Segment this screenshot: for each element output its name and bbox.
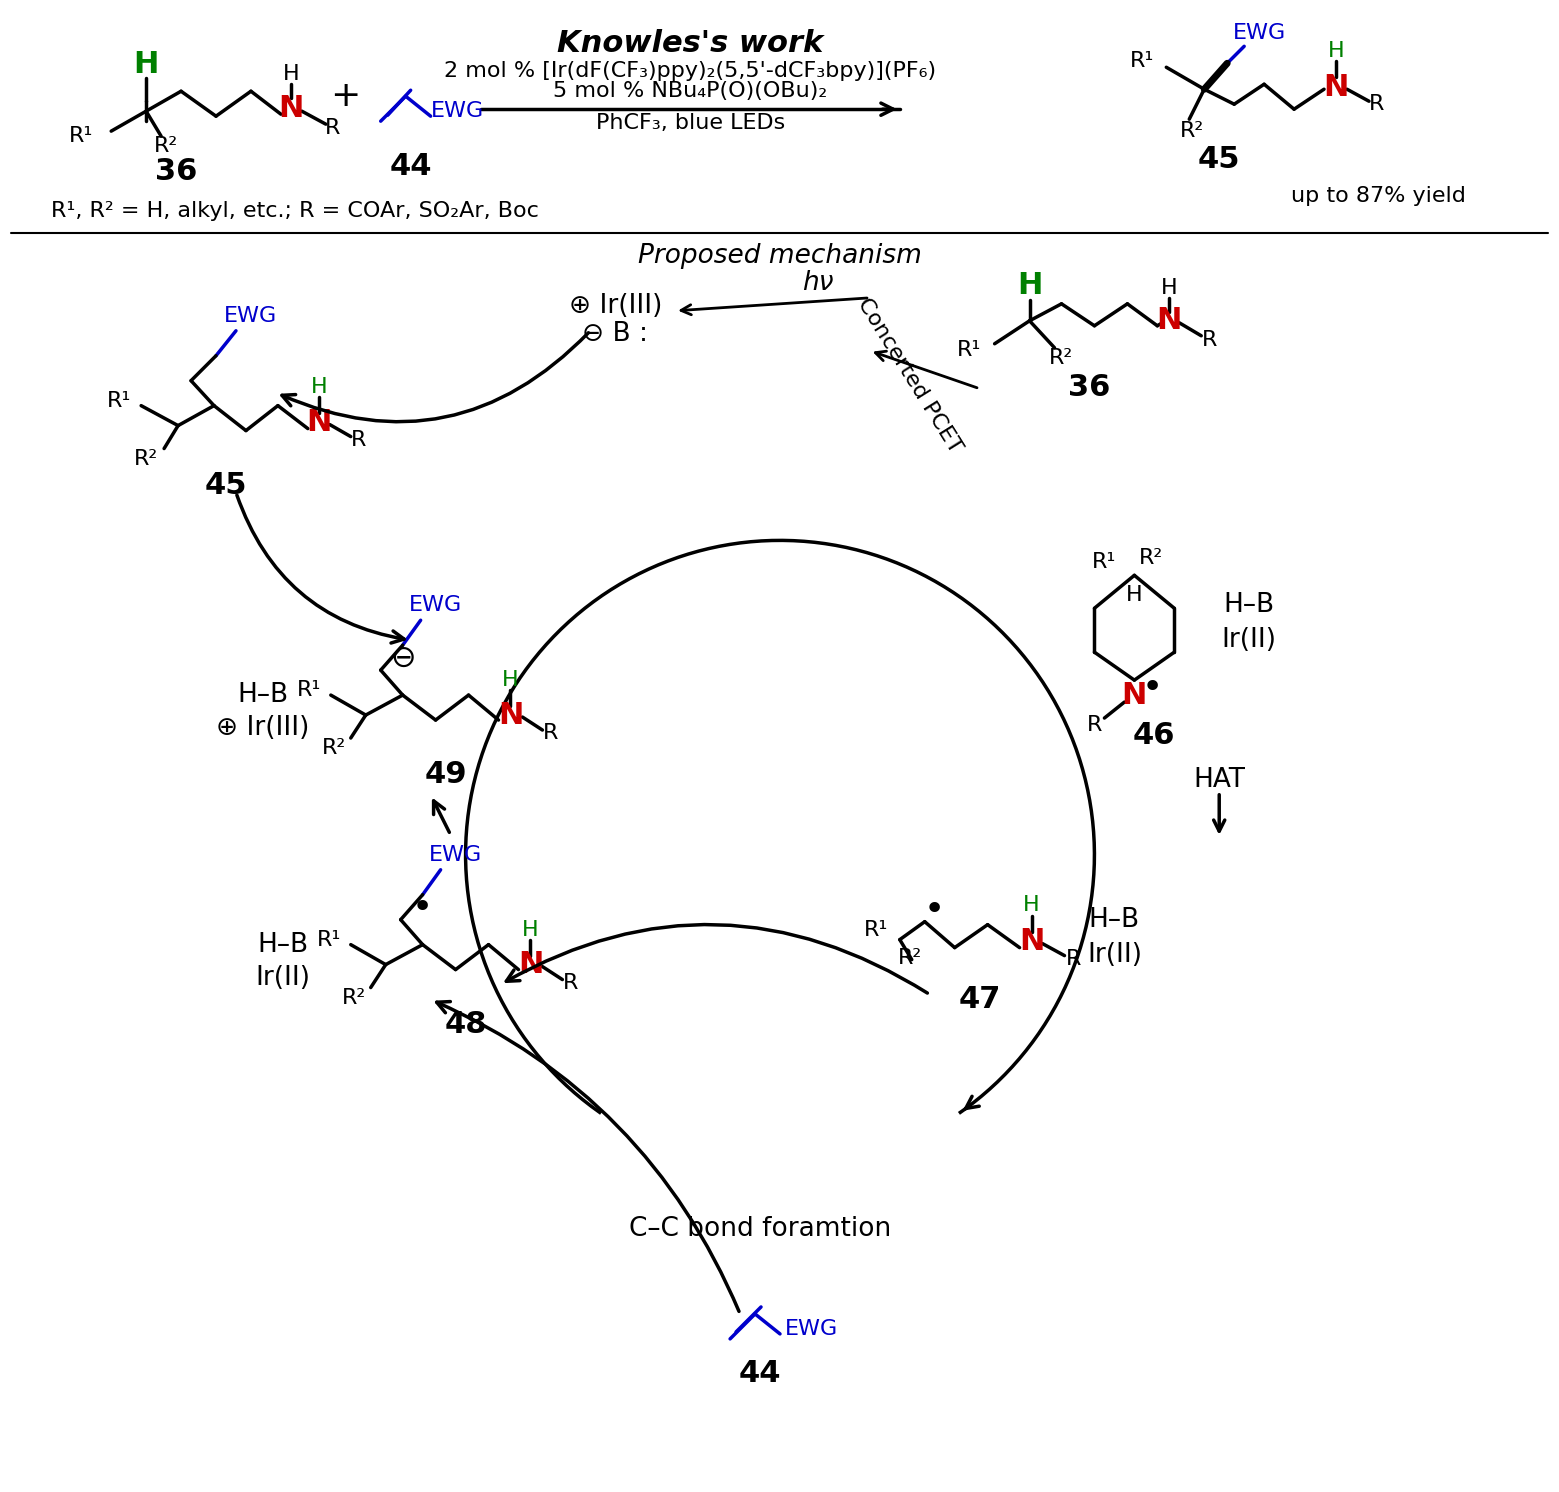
Text: N: N (518, 950, 543, 979)
Text: C–C bond foramtion: C–C bond foramtion (628, 1216, 892, 1243)
Text: N: N (306, 409, 332, 437)
Text: R²: R² (321, 739, 346, 758)
Text: ⊕ Ir(III): ⊕ Ir(III) (569, 292, 663, 319)
Text: R²: R² (898, 947, 921, 968)
Text: H–B: H–B (1224, 592, 1275, 618)
Text: 47: 47 (959, 985, 1001, 1015)
Text: •: • (412, 891, 433, 925)
Text: ⊖ B :: ⊖ B : (583, 321, 649, 346)
Text: Proposed mechanism: Proposed mechanism (638, 243, 921, 269)
Text: EWG: EWG (1233, 24, 1286, 43)
Text: EWG: EWG (408, 595, 461, 615)
Text: R²: R² (1140, 549, 1163, 568)
Text: •: • (1141, 671, 1163, 706)
Text: PhCF₃, blue LEDs: PhCF₃, blue LEDs (596, 113, 784, 133)
Text: R: R (326, 118, 340, 139)
Text: R¹: R¹ (316, 930, 341, 949)
Text: R: R (351, 430, 366, 449)
Text: R¹, R² = H, alkyl, etc.; R = COAr, SO₂Ar, Boc: R¹, R² = H, alkyl, etc.; R = COAr, SO₂Ar… (51, 201, 539, 221)
Text: H: H (502, 670, 519, 691)
Text: R¹: R¹ (1130, 51, 1154, 72)
Text: H: H (1023, 895, 1040, 915)
Text: 2 mol % [Ir(dF(CF₃)ppy)₂(5,5'-dCF₃bpy)](PF₆): 2 mol % [Ir(dF(CF₃)ppy)₂(5,5'-dCF₃bpy)](… (444, 61, 937, 81)
Text: EWG: EWG (786, 1319, 839, 1338)
Text: 36: 36 (1068, 373, 1110, 403)
Text: R²: R² (1049, 348, 1074, 367)
Text: 45: 45 (204, 471, 248, 500)
Text: R¹: R¹ (864, 919, 887, 940)
Text: R: R (1087, 715, 1102, 736)
Text: Ir(II): Ir(II) (1087, 941, 1141, 968)
Text: EWG: EWG (429, 844, 482, 865)
Text: H: H (310, 376, 327, 397)
Text: N: N (278, 94, 304, 122)
Text: N: N (1121, 680, 1147, 710)
Text: R²: R² (154, 136, 178, 157)
Text: Ir(II): Ir(II) (256, 964, 310, 991)
Text: R: R (543, 724, 558, 743)
Text: N: N (1324, 73, 1349, 101)
Text: hν: hν (803, 270, 834, 295)
Text: R: R (563, 973, 578, 992)
Text: H: H (1126, 585, 1143, 606)
Text: 49: 49 (424, 761, 466, 789)
Text: R¹: R¹ (957, 340, 982, 360)
Text: H: H (134, 49, 159, 79)
Text: H–B: H–B (237, 682, 288, 709)
Text: R: R (1369, 94, 1384, 115)
Text: R¹: R¹ (296, 680, 321, 700)
Text: H: H (1328, 42, 1344, 61)
Text: R²: R² (1180, 121, 1205, 142)
Text: up to 87% yield: up to 87% yield (1291, 186, 1467, 206)
Text: R¹: R¹ (69, 127, 94, 146)
Text: R¹: R¹ (1091, 552, 1116, 573)
Text: •: • (924, 892, 945, 927)
Text: 48: 48 (444, 1010, 486, 1038)
Text: Ir(II): Ir(II) (1222, 627, 1277, 653)
Text: H: H (1016, 272, 1043, 300)
Text: H: H (1161, 278, 1177, 298)
Text: N: N (1020, 927, 1045, 956)
Text: H–B: H–B (1088, 907, 1140, 932)
Text: 44: 44 (739, 1359, 781, 1389)
Text: ⊖: ⊖ (390, 643, 415, 673)
Text: +: + (331, 79, 362, 113)
Text: ⊕ Ir(III): ⊕ Ir(III) (217, 715, 310, 742)
Text: H: H (522, 919, 539, 940)
Text: R¹: R¹ (106, 391, 131, 410)
Text: R: R (1202, 330, 1218, 349)
Text: 5 mol % NBu₄P(O)(OBu)₂: 5 mol % NBu₄P(O)(OBu)₂ (553, 81, 828, 101)
Text: R²: R² (134, 449, 157, 468)
Text: 44: 44 (390, 152, 432, 181)
Text: N: N (497, 701, 524, 730)
Text: H–B: H–B (257, 931, 309, 958)
Text: HAT: HAT (1193, 767, 1246, 792)
Text: 45: 45 (1197, 145, 1241, 173)
Text: 46: 46 (1133, 721, 1175, 749)
Text: Knowles's work: Knowles's work (557, 28, 823, 58)
Text: Concerted PCET: Concerted PCET (854, 294, 965, 457)
Text: EWG: EWG (224, 306, 278, 325)
Text: R²: R² (341, 988, 366, 1007)
Text: EWG: EWG (430, 101, 485, 121)
Text: 36: 36 (154, 157, 198, 185)
Text: N: N (1157, 306, 1182, 336)
Text: H: H (282, 64, 299, 84)
Text: R: R (1066, 949, 1080, 968)
